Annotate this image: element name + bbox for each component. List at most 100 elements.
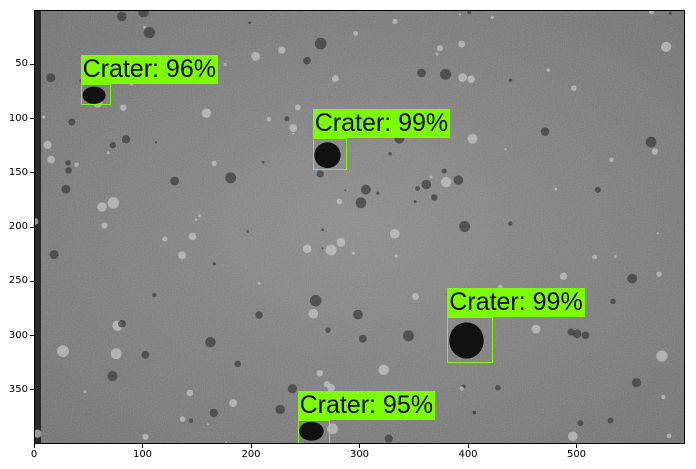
crater-texture <box>188 232 197 241</box>
detection-label: Crater: 99% <box>447 287 585 317</box>
crater-texture <box>308 308 319 319</box>
crater-texture <box>188 418 194 424</box>
crater-texture <box>201 108 212 118</box>
crater-texture <box>223 62 227 66</box>
crater-texture <box>205 336 216 348</box>
crater-texture <box>429 175 433 179</box>
crater-texture <box>467 75 475 84</box>
crater-texture <box>661 394 666 400</box>
detection-label: Crater: 96% <box>80 54 218 84</box>
x-tick-label: 200 <box>241 449 261 460</box>
crater-texture <box>384 434 393 443</box>
crater-texture <box>421 179 432 190</box>
x-tick-label: 500 <box>566 449 587 460</box>
crater-texture <box>294 104 301 111</box>
y-tick-mark <box>30 280 34 282</box>
crater-texture <box>353 31 359 36</box>
y-tick-label: 300 <box>8 329 28 341</box>
crater-texture <box>65 160 71 166</box>
crater-texture <box>577 420 584 427</box>
crater-texture <box>292 132 295 135</box>
crater-texture <box>495 384 501 391</box>
crater-texture <box>229 399 238 408</box>
crater-texture <box>117 11 127 22</box>
crater-texture <box>458 40 466 48</box>
crater-texture <box>666 433 672 439</box>
crater-texture <box>162 236 168 242</box>
y-tick-label: 150 <box>8 166 28 178</box>
crater-texture <box>436 45 443 52</box>
crater-texture <box>378 364 389 376</box>
crater-texture <box>336 238 346 247</box>
crater-texture <box>360 184 371 195</box>
x-tick-mark <box>142 444 143 448</box>
crater-texture <box>559 272 568 281</box>
crater-texture <box>68 118 76 126</box>
crater-texture <box>211 160 217 166</box>
crater-texture <box>109 142 116 149</box>
crater-texture <box>225 172 237 184</box>
crater-texture <box>266 117 272 122</box>
crater-texture <box>178 251 187 260</box>
crater-texture <box>571 85 577 91</box>
crater-texture <box>351 251 355 255</box>
crater-texture <box>321 228 325 232</box>
image-plot-area: Crater: 96% Crater: 99% Crater: 99% Crater:… <box>34 10 685 444</box>
crater-texture <box>490 15 494 19</box>
crater-texture <box>472 410 477 415</box>
y-tick-label: 50 <box>15 58 28 70</box>
crater-texture <box>120 104 127 111</box>
x-tick-mark <box>250 444 252 448</box>
crater-texture <box>412 293 420 300</box>
detection-label: Crater: 99% <box>312 108 451 138</box>
crater-texture <box>97 202 107 212</box>
crater-texture <box>613 255 617 258</box>
crater-texture <box>225 441 228 443</box>
x-tick-label: 400 <box>458 449 478 460</box>
crater-texture <box>531 324 541 334</box>
y-tick-mark <box>30 389 34 391</box>
crater-texture <box>35 218 39 225</box>
crater-texture <box>83 390 87 394</box>
crater-texture <box>74 162 79 167</box>
crater-texture <box>316 369 324 377</box>
crater-texture <box>355 197 367 209</box>
crater-texture <box>435 52 439 56</box>
y-tick-mark <box>30 63 34 65</box>
crater-texture <box>389 228 400 239</box>
crater-texture <box>656 232 659 235</box>
crater-texture <box>101 222 108 229</box>
crater-texture <box>309 294 322 307</box>
crater-texture <box>248 21 251 25</box>
detection-box <box>297 420 331 443</box>
y-tick-mark <box>30 335 34 336</box>
crater-texture <box>142 433 149 441</box>
crater-texture <box>353 309 363 320</box>
crater-texture <box>656 350 668 362</box>
crater-texture <box>316 170 324 178</box>
crater-texture <box>209 408 218 418</box>
crater-texture <box>388 151 392 156</box>
crater-texture <box>592 254 598 260</box>
crater-texture <box>440 68 452 80</box>
crater-texture <box>323 381 331 388</box>
crater-texture <box>43 140 52 149</box>
crater-texture <box>415 186 420 191</box>
crater-texture <box>595 187 601 193</box>
crater-texture <box>118 319 126 328</box>
crater-texture <box>35 429 42 438</box>
crater-texture <box>154 141 158 144</box>
x-tick-mark <box>33 444 35 448</box>
crater-texture <box>289 124 298 132</box>
crater-texture <box>508 221 513 226</box>
crater-texture <box>661 41 672 52</box>
crater-texture <box>430 194 438 201</box>
crater-texture <box>344 189 347 192</box>
crater-texture <box>47 155 55 164</box>
crater-texture <box>212 262 217 266</box>
crater-texture <box>631 377 642 388</box>
crater-texture <box>255 311 263 319</box>
crater-texture <box>246 230 250 233</box>
crater-texture <box>314 37 327 50</box>
crater-texture <box>138 11 149 18</box>
